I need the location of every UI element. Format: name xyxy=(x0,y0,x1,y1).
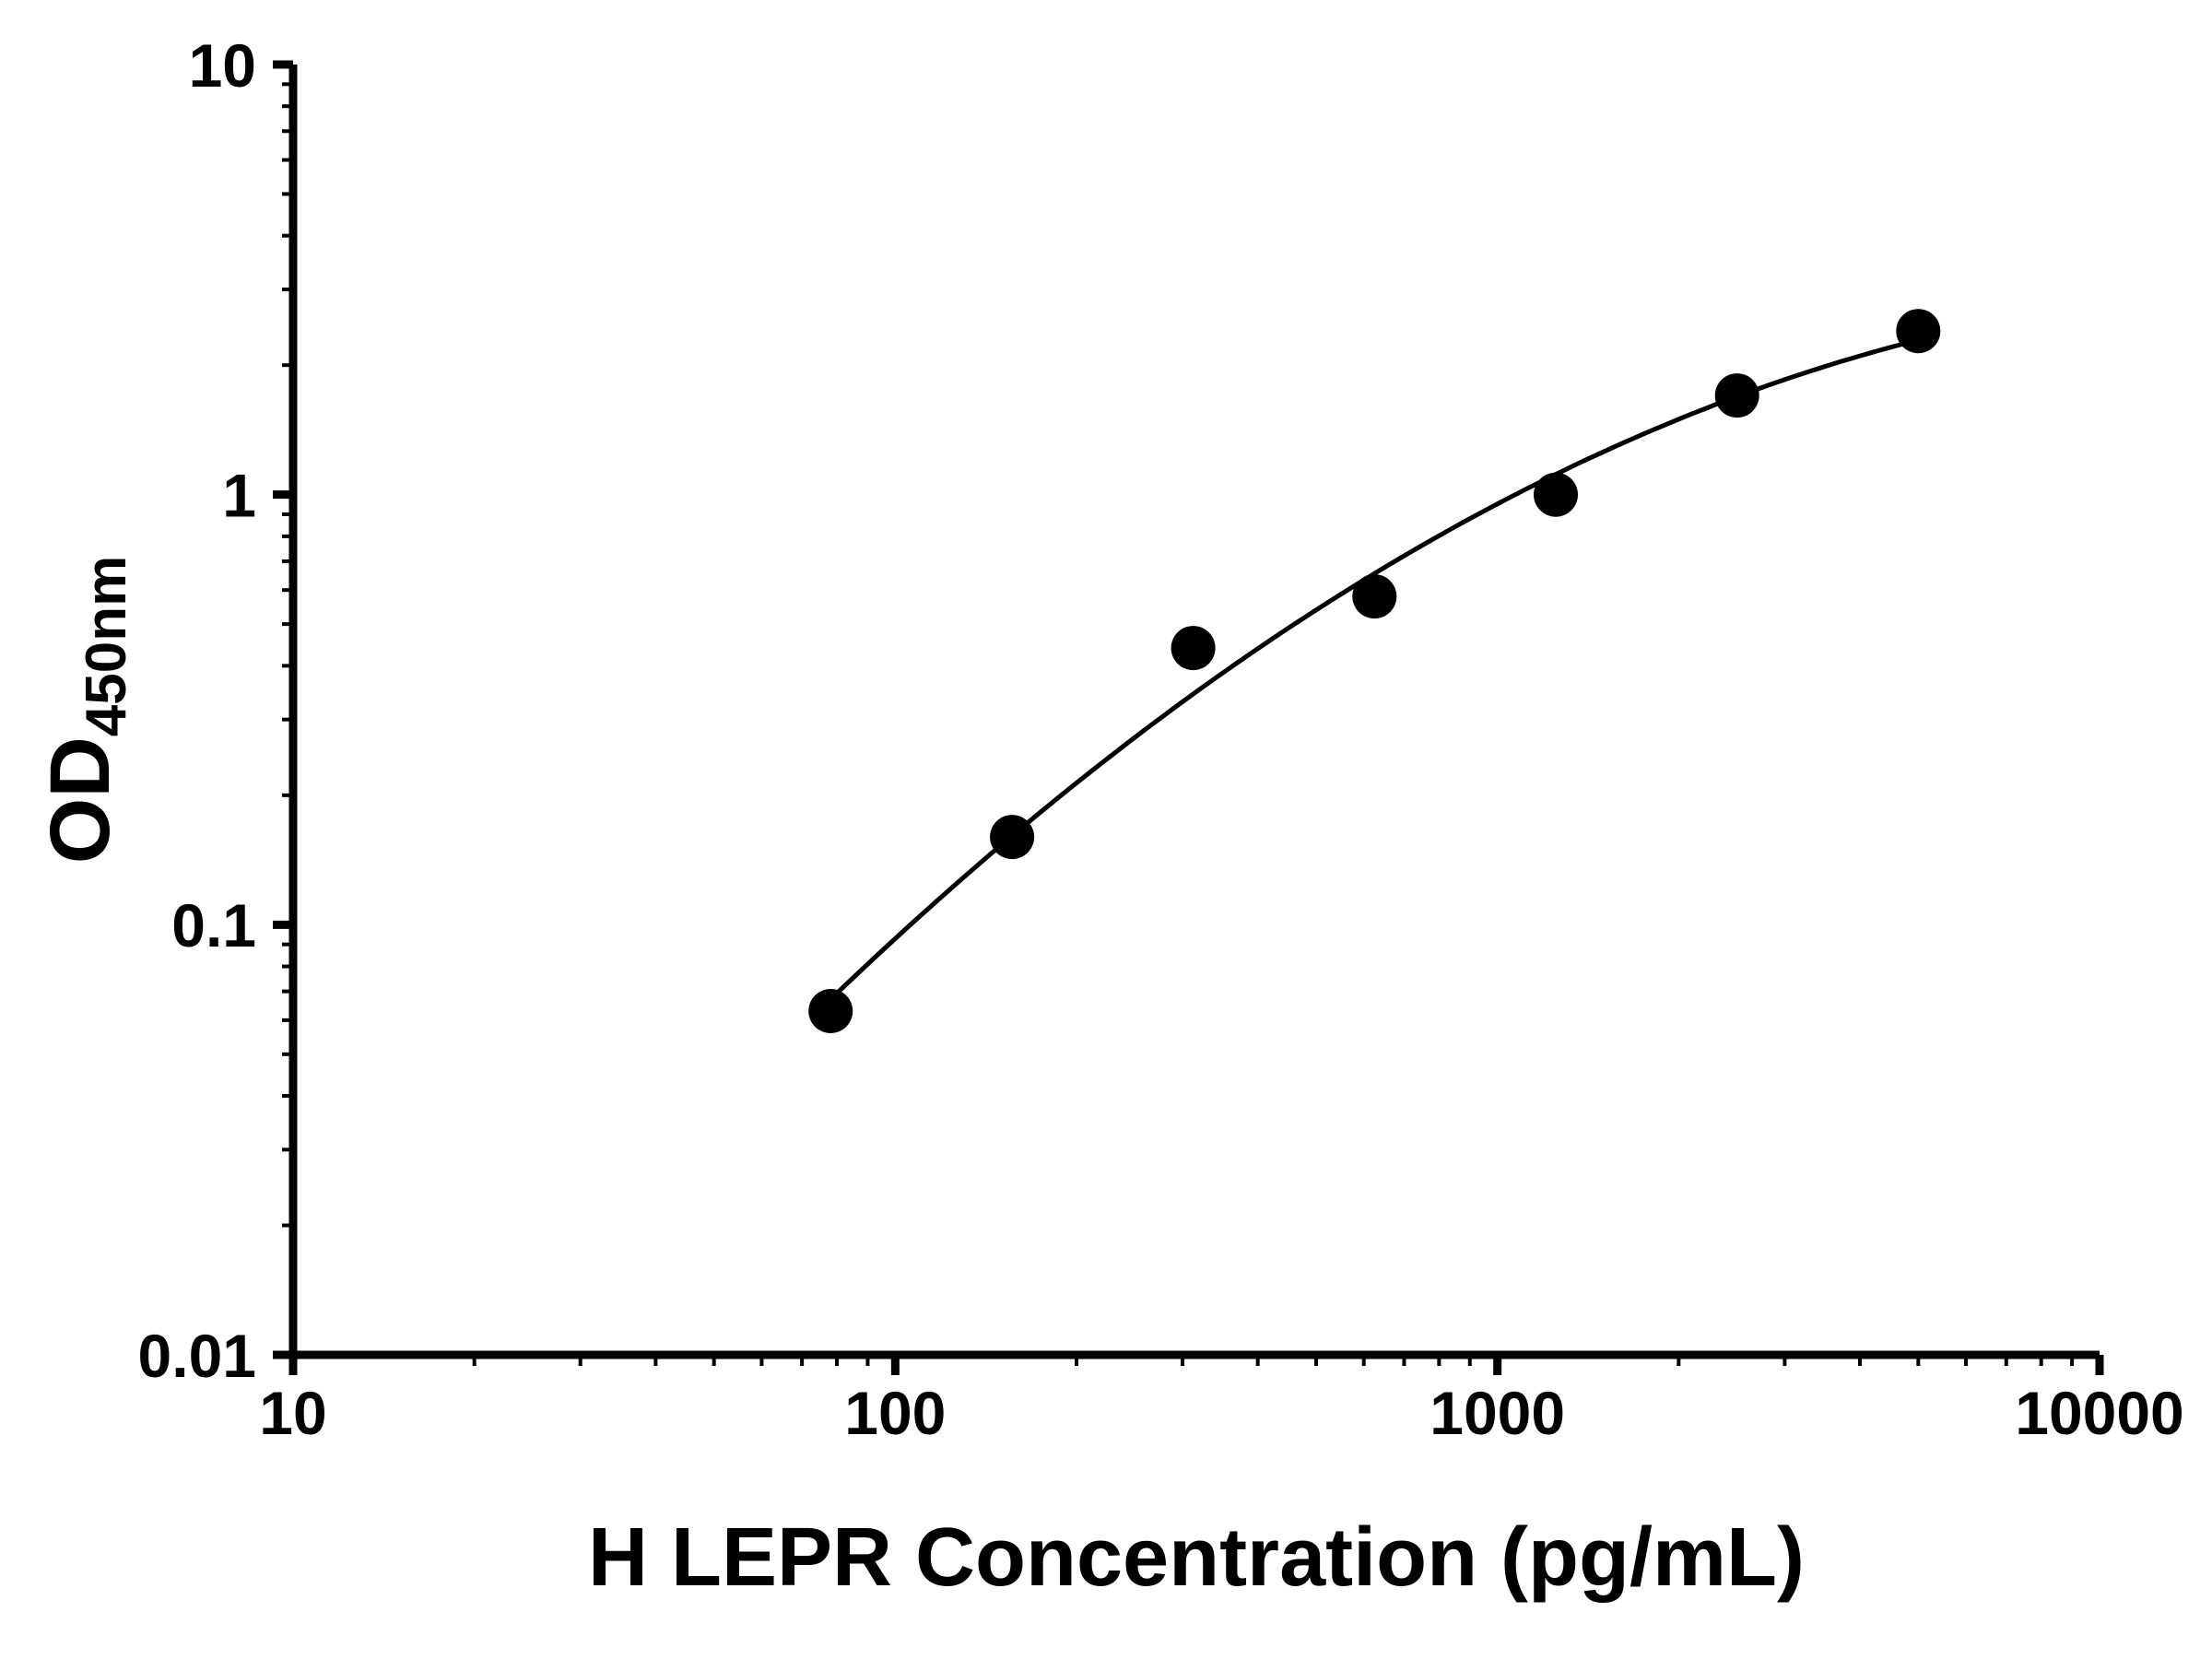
data-point xyxy=(1534,472,1578,517)
x-axis-label: H LEPR Concentration (pg/mL) xyxy=(588,1512,1805,1604)
axis-major-ticks xyxy=(273,60,2104,1375)
data-point xyxy=(1896,309,1941,354)
axes xyxy=(288,65,2100,1359)
y-axis-label-subscript: 450nm xyxy=(75,556,138,736)
x-tick-label: 1000 xyxy=(1430,1379,1565,1447)
y-tick-label: 1 xyxy=(222,461,256,529)
y-tick-label: 0.01 xyxy=(138,1322,256,1390)
data-point xyxy=(1352,574,1397,619)
data-point xyxy=(808,989,853,1033)
y-tick-label: 10 xyxy=(189,31,256,100)
x-tick-label: 100 xyxy=(844,1379,946,1447)
data-point xyxy=(1714,373,1759,418)
x-tick-label: 10000 xyxy=(2015,1379,2184,1447)
axis-tick-labels: 10 100 1000 10000 0.01 0.1 1 10 xyxy=(138,31,2184,1447)
y-tick-label: 0.1 xyxy=(171,891,256,959)
axis-minor-ticks xyxy=(282,82,2075,1366)
y-axis-label-main: OD xyxy=(33,736,127,864)
x-tick-label: 10 xyxy=(259,1379,326,1447)
data-point xyxy=(990,815,1035,860)
data-points xyxy=(808,309,1941,1033)
y-axis-label: OD450nm xyxy=(33,556,138,864)
data-point xyxy=(1171,626,1216,671)
fit-curve xyxy=(835,336,1924,995)
